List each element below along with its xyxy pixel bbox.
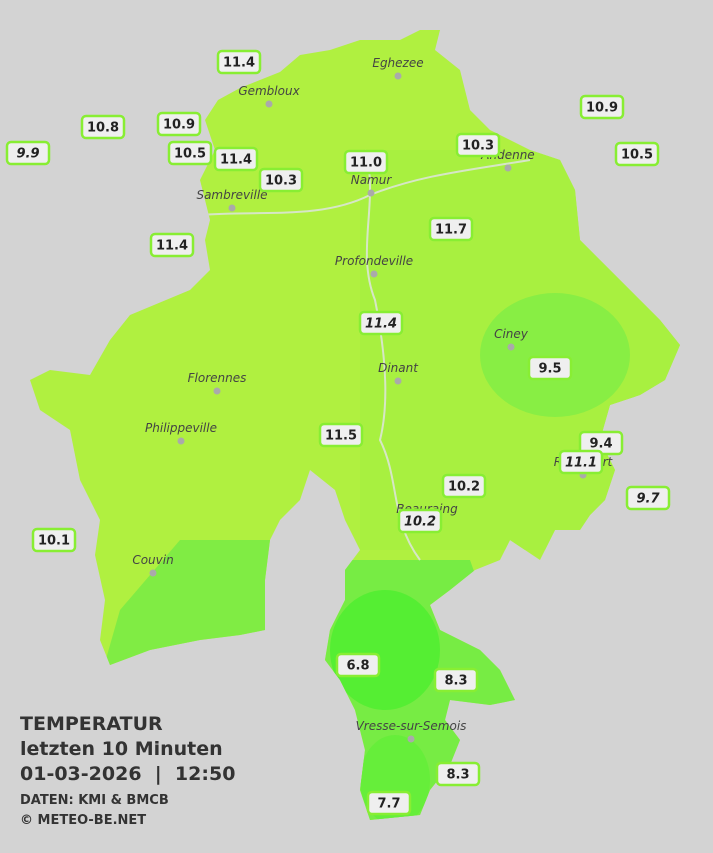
station-value: 6.8	[346, 659, 369, 674]
station-value: 9.4	[589, 437, 612, 452]
station-value: 10.8	[87, 121, 119, 136]
station-value: 7.7	[377, 797, 400, 812]
city-dot	[367, 189, 375, 197]
station-box	[216, 49, 262, 75]
station-value: 10.3	[462, 139, 494, 154]
station-box	[5, 140, 51, 166]
station-box	[318, 422, 364, 448]
station-box	[358, 310, 404, 336]
city-dot	[504, 164, 512, 172]
station-value: 9.7	[636, 492, 660, 507]
station-box	[213, 146, 259, 172]
station-value: 11.5	[325, 429, 357, 444]
station-value: 10.5	[621, 148, 653, 163]
city-name: Vresse-sur-Semois	[356, 719, 467, 733]
city-name: Couvin	[132, 553, 173, 567]
source: DATEN: KMI & BMCB	[20, 793, 169, 808]
station-value: 11.1	[565, 456, 597, 471]
station-box	[167, 140, 213, 166]
station-value: 11.7	[435, 223, 467, 238]
station-value: 10.9	[586, 101, 618, 116]
station-box	[149, 232, 195, 258]
station-box	[441, 473, 487, 499]
city-dot	[407, 735, 415, 743]
station-value: 10.1	[38, 534, 70, 549]
station-box	[80, 114, 126, 140]
station-box	[366, 790, 412, 816]
station-value: 10.9	[163, 118, 195, 133]
station-value: 8.3	[444, 674, 467, 689]
station-box	[335, 652, 381, 678]
station-box	[433, 667, 479, 693]
city-name: Gembloux	[238, 84, 300, 98]
city-name: Florennes	[188, 371, 247, 385]
station-value: 11.4	[365, 317, 397, 332]
city-dot	[394, 72, 402, 80]
station-value: 9.9	[16, 147, 39, 162]
station-box	[258, 167, 304, 193]
city-dot	[149, 569, 157, 577]
city-name: Profondeville	[335, 254, 413, 268]
station-box	[156, 111, 202, 137]
city-name: Sambreville	[196, 188, 267, 202]
station-value: 11.4	[156, 239, 188, 254]
copyright: © METEO-BE.NET	[20, 813, 146, 828]
city-dot	[265, 100, 273, 108]
city-name: Namur	[351, 173, 393, 187]
station-box	[579, 94, 625, 120]
subtitle: letzten 10 Minuten	[20, 738, 223, 760]
station-value: 8.3	[446, 768, 469, 783]
city-dot	[370, 270, 378, 278]
station-box	[435, 761, 481, 787]
city-name: Ciney	[494, 327, 529, 341]
city-dot	[394, 377, 402, 385]
station-box	[527, 355, 573, 381]
station-box	[397, 508, 443, 534]
station-box	[428, 216, 474, 242]
station-value: 10.3	[265, 174, 297, 189]
station-box	[558, 449, 604, 475]
station-value: 10.2	[448, 480, 480, 495]
timestamp: 01-03-2026 | 12:50	[20, 763, 235, 785]
station-value: 9.5	[538, 362, 561, 377]
station-value: 11.4	[223, 56, 255, 71]
city-dot	[177, 437, 185, 445]
city-dot	[228, 204, 236, 212]
station-value: 11.4	[220, 153, 252, 168]
station-value: 10.5	[174, 147, 206, 162]
station-value: 10.2	[404, 515, 436, 530]
station-value: 11.0	[350, 156, 382, 171]
station-box	[625, 485, 671, 511]
city-dot	[507, 343, 515, 351]
city-dot	[213, 387, 221, 395]
station-box	[31, 527, 77, 553]
station-box	[343, 149, 389, 175]
city-name: Eghezee	[372, 56, 423, 70]
city-name: Dinant	[378, 361, 419, 375]
title: TEMPERATUR	[20, 713, 163, 735]
station-box	[614, 141, 660, 167]
city-name: Philippeville	[145, 421, 217, 435]
station-box	[455, 132, 501, 158]
